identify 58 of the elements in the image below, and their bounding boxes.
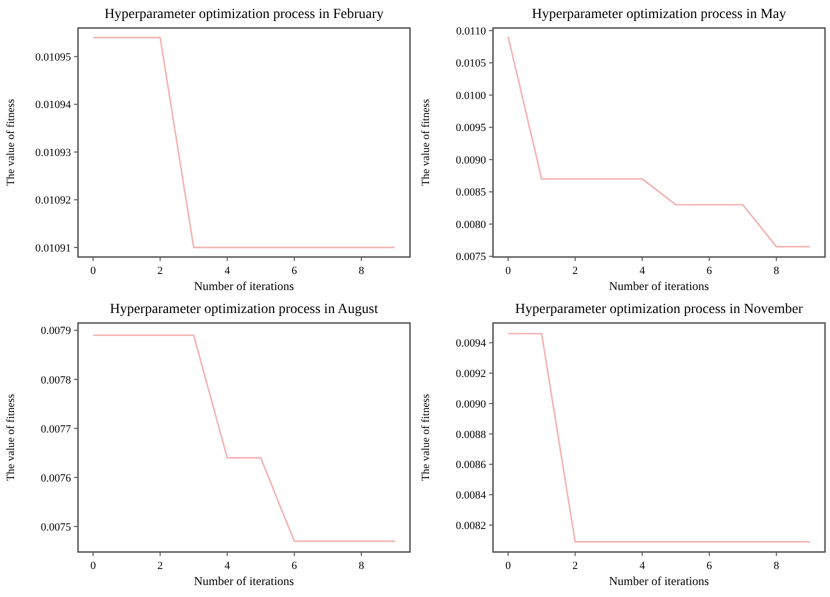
y-tick-label: 0.0077: [40, 423, 72, 436]
x-tick-label: 0: [505, 560, 512, 572]
y-tick-label: 0.0095: [456, 122, 486, 134]
y-tick-label: 0.0085: [456, 186, 486, 199]
x-tick-label: 4: [224, 560, 230, 572]
x-tick-label: 4: [639, 560, 646, 572]
x-axis-title: Number of iterations: [194, 574, 294, 588]
x-axis-title: Number of iterations: [609, 574, 710, 588]
y-tick-label: 0.0075: [40, 521, 72, 534]
y-tick-label: 0.0094: [456, 338, 486, 350]
chart-title: Hyperparameter optimization process in August: [110, 302, 378, 317]
y-axis-title: The value of fitness: [420, 394, 432, 482]
x-tick-label: 2: [157, 560, 163, 572]
y-axis-title: The value of fitness: [5, 394, 17, 482]
x-tick-label: 8: [774, 560, 780, 572]
y-tick-label: 0.01091: [35, 242, 71, 254]
y-tick-label: 0.0100: [456, 90, 486, 102]
y-axis-title: The value of fitness: [420, 98, 432, 186]
x-tick-label: 2: [572, 560, 578, 572]
y-tick-label: 0.0090: [456, 154, 486, 166]
y-tick-label: 0.0092: [456, 368, 486, 380]
x-tick-label: 8: [358, 560, 365, 572]
y-tick-label: 0.01093: [35, 146, 72, 159]
y-tick-label: 0.0075: [456, 251, 486, 264]
y-tick-label: 0.0079: [40, 325, 72, 338]
y-tick-label: 0.0110: [456, 25, 486, 38]
x-axis-title: Number of iterations: [609, 279, 710, 293]
x-tick-label: 2: [157, 265, 163, 277]
y-tick-label: 0.0105: [456, 58, 486, 70]
y-tick-label: 0.0080: [456, 218, 486, 231]
x-tick-label: 4: [639, 265, 646, 277]
x-tick-label: 2: [572, 265, 578, 277]
y-tick-label: 0.0086: [456, 459, 486, 472]
chart-title: Hyperparameter optimization process in May: [532, 7, 786, 22]
y-tick-label: 0.01095: [35, 51, 72, 64]
chart-title: Hyperparameter optimization process in November: [515, 302, 804, 317]
y-tick-label: 0.0084: [456, 490, 486, 502]
y-tick-label: 0.0076: [40, 472, 72, 484]
y-tick-label: 0.0082: [456, 520, 486, 532]
x-tick-label: 0: [90, 265, 96, 277]
x-tick-label: 0: [90, 560, 96, 572]
x-tick-label: 6: [706, 560, 713, 572]
x-tick-label: 4: [224, 265, 230, 277]
y-axis-title: The value of fitness: [5, 98, 17, 186]
x-tick-label: 6: [292, 265, 298, 277]
x-axis-title: Number of iterations: [194, 279, 294, 293]
y-tick-label: 0.0088: [456, 428, 486, 441]
line-series: [507, 36, 811, 248]
x-tick-label: 8: [358, 265, 365, 277]
x-tick-label: 6: [706, 265, 713, 277]
x-tick-label: 6: [292, 560, 298, 572]
x-tick-label: 8: [774, 265, 780, 277]
x-tick-label: 0: [505, 265, 512, 277]
y-tick-label: 0.01094: [35, 99, 72, 112]
chart-title: Hyperparameter optimization process in February: [104, 7, 384, 22]
y-tick-label: 0.0090: [456, 398, 486, 410]
y-tick-label: 0.0078: [40, 374, 72, 386]
y-tick-label: 0.01092: [35, 194, 71, 207]
